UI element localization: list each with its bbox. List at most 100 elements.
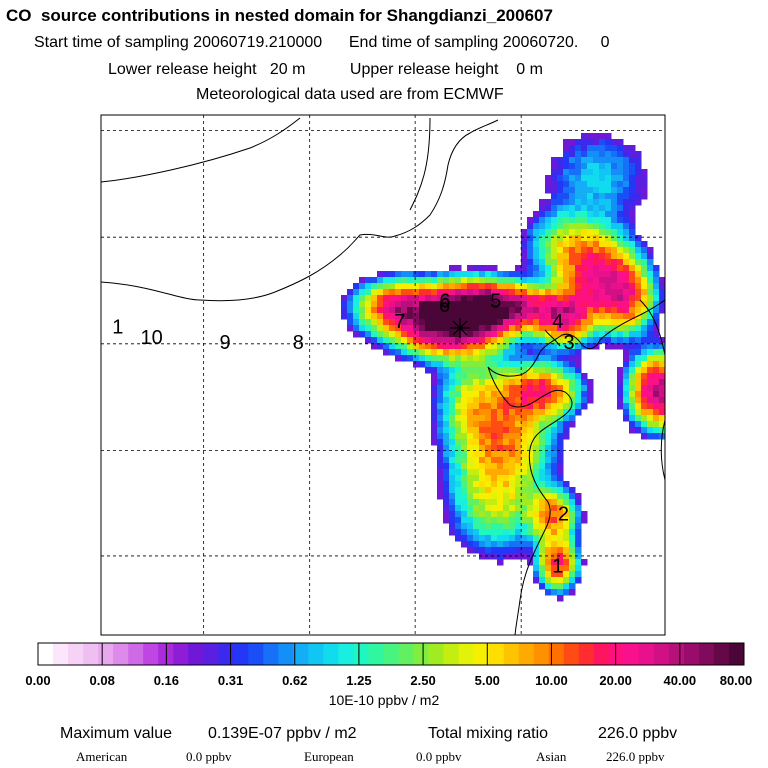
heatmap-cell: [641, 265, 648, 272]
heatmap-cell: [581, 241, 588, 248]
heatmap-cell: [461, 439, 468, 446]
colorbar-swatch: [668, 643, 685, 665]
heatmap-cell: [443, 277, 450, 284]
heatmap-cell: [551, 427, 558, 434]
heatmap-cell: [593, 235, 600, 242]
heatmap-cell: [533, 283, 540, 290]
heatmap-cell: [587, 337, 594, 344]
heatmap-cell: [413, 331, 420, 338]
heatmap-cell: [503, 355, 510, 362]
heatmap-cell: [635, 259, 642, 266]
heatmap-cell: [647, 409, 654, 416]
heatmap-cell: [659, 403, 665, 410]
heatmap-cell: [527, 493, 534, 500]
heatmap-cell: [611, 241, 618, 248]
heatmap-cell: [479, 391, 486, 398]
heatmap-cell: [527, 535, 534, 542]
heatmap-cell: [623, 289, 630, 296]
heatmap-cell: [521, 361, 528, 368]
heatmap-cell: [629, 163, 636, 170]
heatmap-cell: [455, 505, 462, 512]
heatmap-cell: [503, 319, 510, 326]
coastline-path: [409, 117, 431, 211]
heatmap-cell: [395, 271, 402, 278]
heatmap-cell: [461, 385, 468, 392]
heatmap-cell: [479, 457, 486, 464]
heatmap-cell: [545, 565, 552, 572]
heatmap-cell: [605, 205, 612, 212]
heatmap-cell: [557, 187, 564, 194]
heatmap-cell: [485, 469, 492, 476]
heatmap-cell: [497, 481, 504, 488]
heatmap-cell: [629, 289, 636, 296]
heatmap-cell: [455, 361, 462, 368]
colorbar-swatch: [728, 643, 745, 665]
heatmap-cell: [521, 523, 528, 530]
heatmap-cell: [449, 391, 456, 398]
heatmap-cell: [653, 325, 660, 332]
heatmap-cell: [605, 343, 612, 350]
contour-label: 6: [439, 290, 450, 312]
heatmap-cell: [575, 577, 582, 584]
heatmap-cell: [449, 337, 456, 344]
heatmap-cell: [455, 409, 462, 416]
heatmap-cell: [515, 427, 522, 434]
heatmap-cell: [341, 307, 348, 314]
heatmap-cell: [611, 259, 618, 266]
maximum-value: 0.139E-07 ppbv / m2: [208, 725, 357, 742]
heatmap-cell: [449, 529, 456, 536]
heatmap-cell: [491, 313, 498, 320]
heatmap-cell: [563, 343, 570, 350]
heatmap-cell: [575, 253, 582, 260]
heatmap-cell: [623, 415, 630, 422]
heatmap-cell: [389, 301, 396, 308]
heatmap-cell: [545, 295, 552, 302]
heatmap-cell: [419, 283, 426, 290]
heatmap-cell: [563, 157, 570, 164]
heatmap-cell: [491, 325, 498, 332]
heatmap-cell: [629, 235, 636, 242]
heatmap-cell: [449, 475, 456, 482]
heatmap-cell: [419, 295, 426, 302]
heatmap-cell: [623, 379, 630, 386]
heatmap-cell: [575, 379, 582, 386]
heatmap-cell: [641, 307, 648, 314]
heatmap-cell: [545, 379, 552, 386]
heatmap-cell: [569, 241, 576, 248]
heatmap-cell: [449, 331, 456, 338]
heatmap-cell: [491, 547, 498, 554]
heatmap-cell: [641, 367, 648, 374]
heatmap-cell: [497, 277, 504, 284]
heatmap-cell: [641, 361, 648, 368]
heatmap-cell: [575, 163, 582, 170]
heatmap-cell: [359, 307, 366, 314]
heatmap-cell: [455, 289, 462, 296]
heatmap-cell: [527, 223, 534, 230]
heatmap-cell: [563, 535, 570, 542]
heatmap-cell: [617, 241, 624, 248]
heatmap-cell: [485, 487, 492, 494]
heatmap-cell: [581, 289, 588, 296]
heatmap-cell: [563, 247, 570, 254]
heatmap-cell: [563, 541, 570, 548]
heatmap-cell: [533, 373, 540, 380]
colorbar-swatch: [128, 643, 144, 665]
heatmap-cell: [527, 469, 534, 476]
heatmap-cell: [611, 307, 618, 314]
heatmap-cell: [443, 283, 450, 290]
heatmap-cell: [545, 589, 552, 596]
heatmap-cell: [497, 379, 504, 386]
heatmap-cell: [533, 307, 540, 314]
heatmap-cell: [443, 325, 450, 332]
heatmap-cell: [431, 337, 438, 344]
heatmap-cell: [539, 283, 546, 290]
heatmap-cell: [539, 517, 546, 524]
heatmap-cell: [593, 289, 600, 296]
heatmap-cell: [449, 463, 456, 470]
heatmap-cell: [485, 433, 492, 440]
heatmap-cell: [599, 229, 606, 236]
heatmap-cell: [467, 403, 474, 410]
heatmap-cell: [545, 583, 552, 590]
heatmap-cell: [587, 379, 594, 386]
heatmap-cell: [473, 373, 480, 380]
